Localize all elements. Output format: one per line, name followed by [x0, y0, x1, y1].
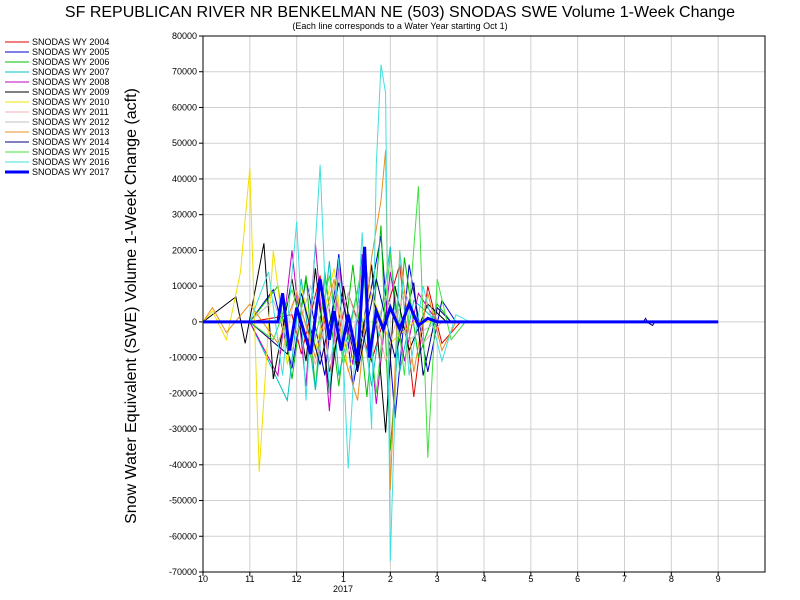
legend-label: SNODAS WY 2005: [32, 47, 109, 57]
legend-label: SNODAS WY 2013: [32, 127, 109, 137]
y-tick-label: -40000: [169, 460, 197, 470]
x-tick-label: 7: [622, 574, 627, 584]
x-tick-label: 11: [245, 574, 254, 584]
series-line-snodas-wy-2015: [203, 186, 719, 458]
y-tick-labels: 80000 70000 60000 50000 40000 30000 20000 10000…: [169, 31, 203, 577]
legend-label: SNODAS WY 2012: [32, 117, 109, 127]
y-tick-label: -10000: [169, 353, 197, 363]
y-tick-label: 20000: [172, 245, 197, 255]
legend-label: SNODAS WY 2008: [32, 77, 109, 87]
series-line-snodas-wy-2007: [203, 246, 719, 403]
x-tick-label: 10: [198, 574, 208, 584]
series-line-snodas-wy-2008: [203, 243, 719, 412]
x-tick-label: 4: [481, 574, 486, 584]
y-tick-label: 40000: [172, 174, 197, 184]
legend-label: SNODAS WY 2011: [32, 107, 109, 117]
series-line-snodas-wy-2004: [203, 264, 719, 397]
series-line-snodas-wy-2013: [202, 150, 719, 490]
legend-label: SNODAS WY 2009: [32, 87, 109, 97]
legend-label: SNODAS WY 2006: [32, 57, 109, 67]
x-tick-labels: 10 11 12 1 2 3 4 5 6 7 8 9: [198, 572, 721, 584]
y-tick-label: 0: [192, 317, 197, 327]
legend-label: SNODAS WY 2014: [32, 137, 109, 147]
legend-label: SNODAS WY 2010: [32, 97, 109, 107]
x-tick-label: 3: [435, 574, 440, 584]
y-tick-label: 60000: [172, 102, 197, 112]
chart-subtitle: (Each line corresponds to a Water Year s…: [292, 21, 507, 31]
legend-label: SNODAS WY 2017: [32, 167, 109, 177]
y-tick-label: -20000: [169, 388, 197, 398]
series-line-snodas-wy-2017: [203, 246, 719, 362]
x-tick-label: 5: [528, 574, 533, 584]
legend-label: SNODAS WY 2016: [32, 157, 109, 167]
x-tick-label: 1: [341, 574, 346, 584]
y-tick-label: 70000: [172, 67, 197, 77]
legend-label: SNODAS WY 2015: [32, 147, 109, 157]
y-tick-label: 50000: [172, 138, 197, 148]
y-tick-label: -50000: [169, 496, 197, 506]
y-tick-label: -30000: [169, 424, 197, 434]
series-lines: [202, 64, 719, 562]
y-tick-label: 10000: [172, 281, 197, 291]
y-tick-label: 80000: [172, 31, 197, 41]
legend-label: SNODAS WY 2007: [32, 67, 109, 77]
y-tick-label: -60000: [169, 531, 197, 541]
y-tick-label: -70000: [169, 567, 197, 577]
x-year-label: 2017: [333, 584, 353, 594]
y-axis-label: Snow Water Equivalent (SWE) Volume 1-Wee…: [123, 88, 140, 524]
legend-label: SNODAS WY 2004: [32, 37, 109, 47]
chart-title: SF REPUBLICAN RIVER NR BENKELMAN NE (503…: [65, 4, 735, 21]
x-tick-label: 8: [669, 574, 674, 584]
x-tick-label: 12: [292, 574, 302, 584]
x-tick-label: 2: [388, 574, 393, 584]
x-tick-label: 6: [575, 574, 580, 584]
y-tick-label: 30000: [172, 210, 197, 220]
series-line-snodas-wy-2016: [203, 64, 719, 562]
series-line-snodas-wy-2010: [202, 168, 719, 472]
x-tick-label: 9: [716, 574, 721, 584]
